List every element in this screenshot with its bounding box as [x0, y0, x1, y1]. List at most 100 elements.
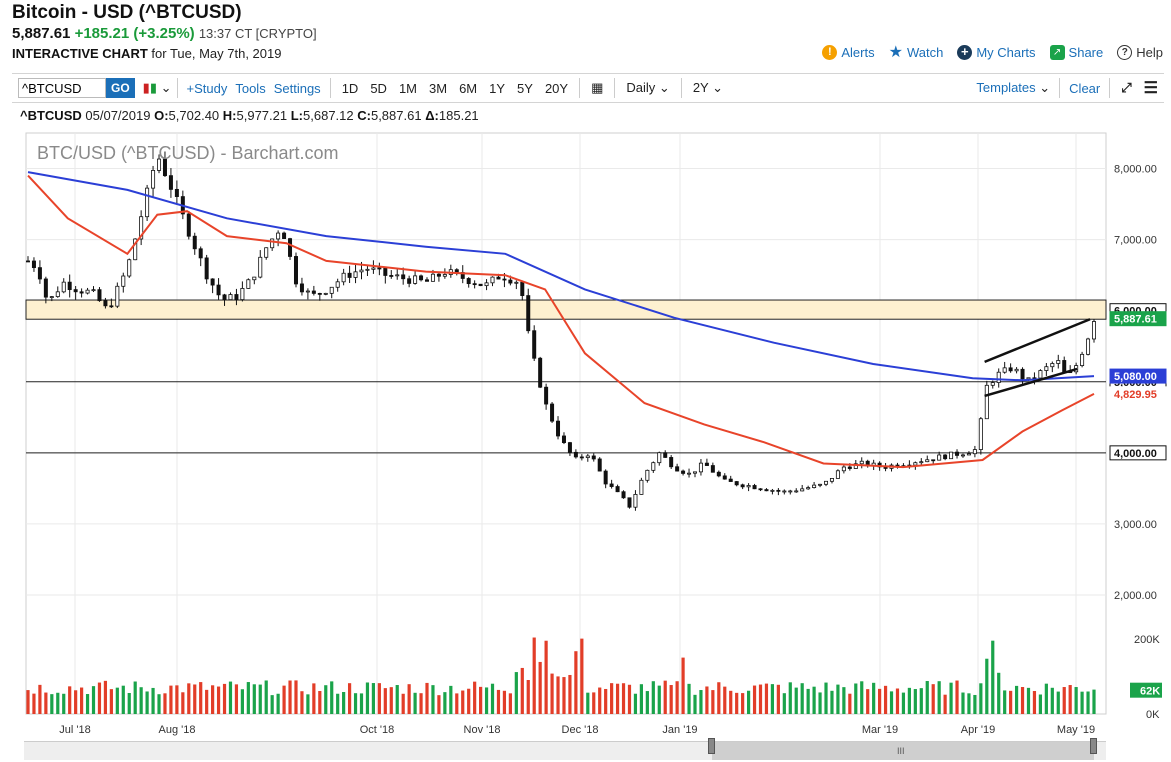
plus-circle-icon: + [957, 45, 973, 60]
candle-body [502, 278, 507, 281]
volume-bar [115, 687, 119, 714]
period-5d[interactable]: 5D [370, 80, 387, 96]
candle-body [1050, 363, 1055, 368]
ohlc-open: 5,702.40 [168, 108, 220, 123]
candle-body [841, 466, 846, 472]
volume-bar [359, 693, 364, 714]
period-6m[interactable]: 6M [459, 80, 478, 96]
volume-bar [395, 685, 399, 714]
volume-bar [520, 667, 524, 714]
candle-body [407, 278, 412, 284]
expand-icon[interactable]: ⤢ [1121, 80, 1132, 95]
y-tick-label: 3,000.00 [1114, 519, 1157, 531]
chart-type-dropdown[interactable]: ▮▮ ⌄ [143, 80, 172, 96]
menu-icon[interactable]: ☰ [1143, 80, 1158, 97]
volume-bar [401, 693, 405, 714]
volume-bar [151, 687, 155, 714]
period-1m[interactable]: 1M [398, 80, 417, 96]
candle-body [937, 454, 942, 461]
top-nav: ! Alerts ★ Watch + My Charts ↗ Share ? Help [822, 45, 1163, 61]
volume-bar [306, 694, 310, 714]
candle-body [25, 260, 30, 263]
symbol-input[interactable] [18, 78, 106, 98]
templates-dropdown[interactable]: Templates ⌄ [972, 80, 1054, 96]
chevron-down-icon: ⌄ [658, 80, 670, 95]
candle-body [782, 490, 787, 493]
candle-body [121, 275, 126, 287]
divider [680, 78, 682, 98]
candle-body [234, 294, 239, 301]
ohlc-symbol: ^BTCUSD [20, 108, 82, 123]
volume-bar [496, 689, 501, 714]
help-link[interactable]: ? Help [1117, 45, 1163, 60]
calendar-icon[interactable]: ▦ [591, 80, 604, 95]
quote-line: 5,887.61 +185.21 (+3.25%) 13:37 CT [CRYP… [12, 25, 317, 42]
scrollbar-left-handle[interactable] [708, 738, 715, 754]
share-label: Share [1068, 45, 1104, 60]
templates-label: Templates [976, 80, 1036, 95]
share-link[interactable]: ↗ Share [1049, 45, 1104, 60]
volume-bar [615, 683, 620, 714]
go-button[interactable]: GO [106, 78, 135, 98]
volume-bar [854, 683, 858, 714]
candle-body [663, 452, 668, 458]
candle-body [270, 238, 275, 249]
candle-body [133, 238, 138, 261]
interval-dropdown[interactable]: Daily ⌄ [620, 80, 675, 96]
candle-body [484, 282, 489, 287]
volume-bar [353, 693, 358, 714]
alerts-link[interactable]: ! Alerts [822, 45, 875, 60]
volume-bar [913, 689, 917, 714]
time-scrollbar[interactable]: III [24, 738, 1106, 760]
range-dropdown[interactable]: 2Y ⌄ [687, 80, 729, 96]
candle-body [472, 283, 477, 286]
volume-bar [1092, 689, 1096, 714]
price-tag-box [1109, 311, 1167, 327]
period-1d[interactable]: 1D [341, 80, 359, 96]
volume-bar [949, 682, 953, 714]
volume-bar [389, 687, 393, 714]
candle-body [496, 276, 501, 280]
plot-frame [25, 132, 1107, 715]
study-button[interactable]: +Study [186, 80, 228, 96]
candle-body [657, 452, 662, 464]
scrollbar-right-handle[interactable] [1090, 738, 1097, 754]
period-20y[interactable]: 20Y [544, 80, 569, 96]
volume-tag-box [1130, 682, 1162, 698]
candle-body [984, 384, 989, 420]
x-tick-label: Jul '18 [59, 724, 90, 736]
volume-bar [484, 687, 489, 714]
volume-bar [997, 672, 1001, 714]
settings-button[interactable]: Settings [273, 80, 321, 96]
candle-body [722, 475, 727, 480]
candle-body [1056, 360, 1061, 364]
watch-link[interactable]: ★ Watch [889, 45, 944, 61]
candle-body [1008, 367, 1013, 372]
chart-watermark: BTC/USD (^BTCUSD) - Barchart.com [37, 143, 339, 163]
volume-bar [830, 690, 834, 714]
volume-bar [735, 692, 739, 714]
period-5y[interactable]: 5Y [517, 80, 533, 96]
volume-bar [800, 683, 804, 714]
price-tag-label: 5,080.00 [1114, 371, 1157, 383]
scrollbar-thumb[interactable]: III [712, 742, 1094, 760]
volume-bar [318, 691, 322, 714]
candle-body [192, 235, 197, 250]
volume-bar [234, 684, 239, 714]
my-charts-link[interactable]: + My Charts [957, 45, 1036, 60]
tools-button[interactable]: Tools [235, 80, 266, 96]
clear-button[interactable]: Clear [1069, 80, 1101, 96]
candle-body [31, 260, 36, 269]
volume-bar [788, 682, 792, 714]
volume-bar [276, 693, 280, 714]
period-3m[interactable]: 3M [429, 80, 448, 96]
volume-bar [1086, 691, 1090, 714]
candle-body [222, 294, 227, 301]
volume-bar [431, 685, 435, 714]
period-1y[interactable]: 1Y [489, 80, 506, 96]
volume-bar [252, 684, 256, 714]
candle-body [567, 442, 572, 453]
x-tick-label: Aug '18 [159, 724, 196, 736]
candle-body [67, 281, 72, 291]
